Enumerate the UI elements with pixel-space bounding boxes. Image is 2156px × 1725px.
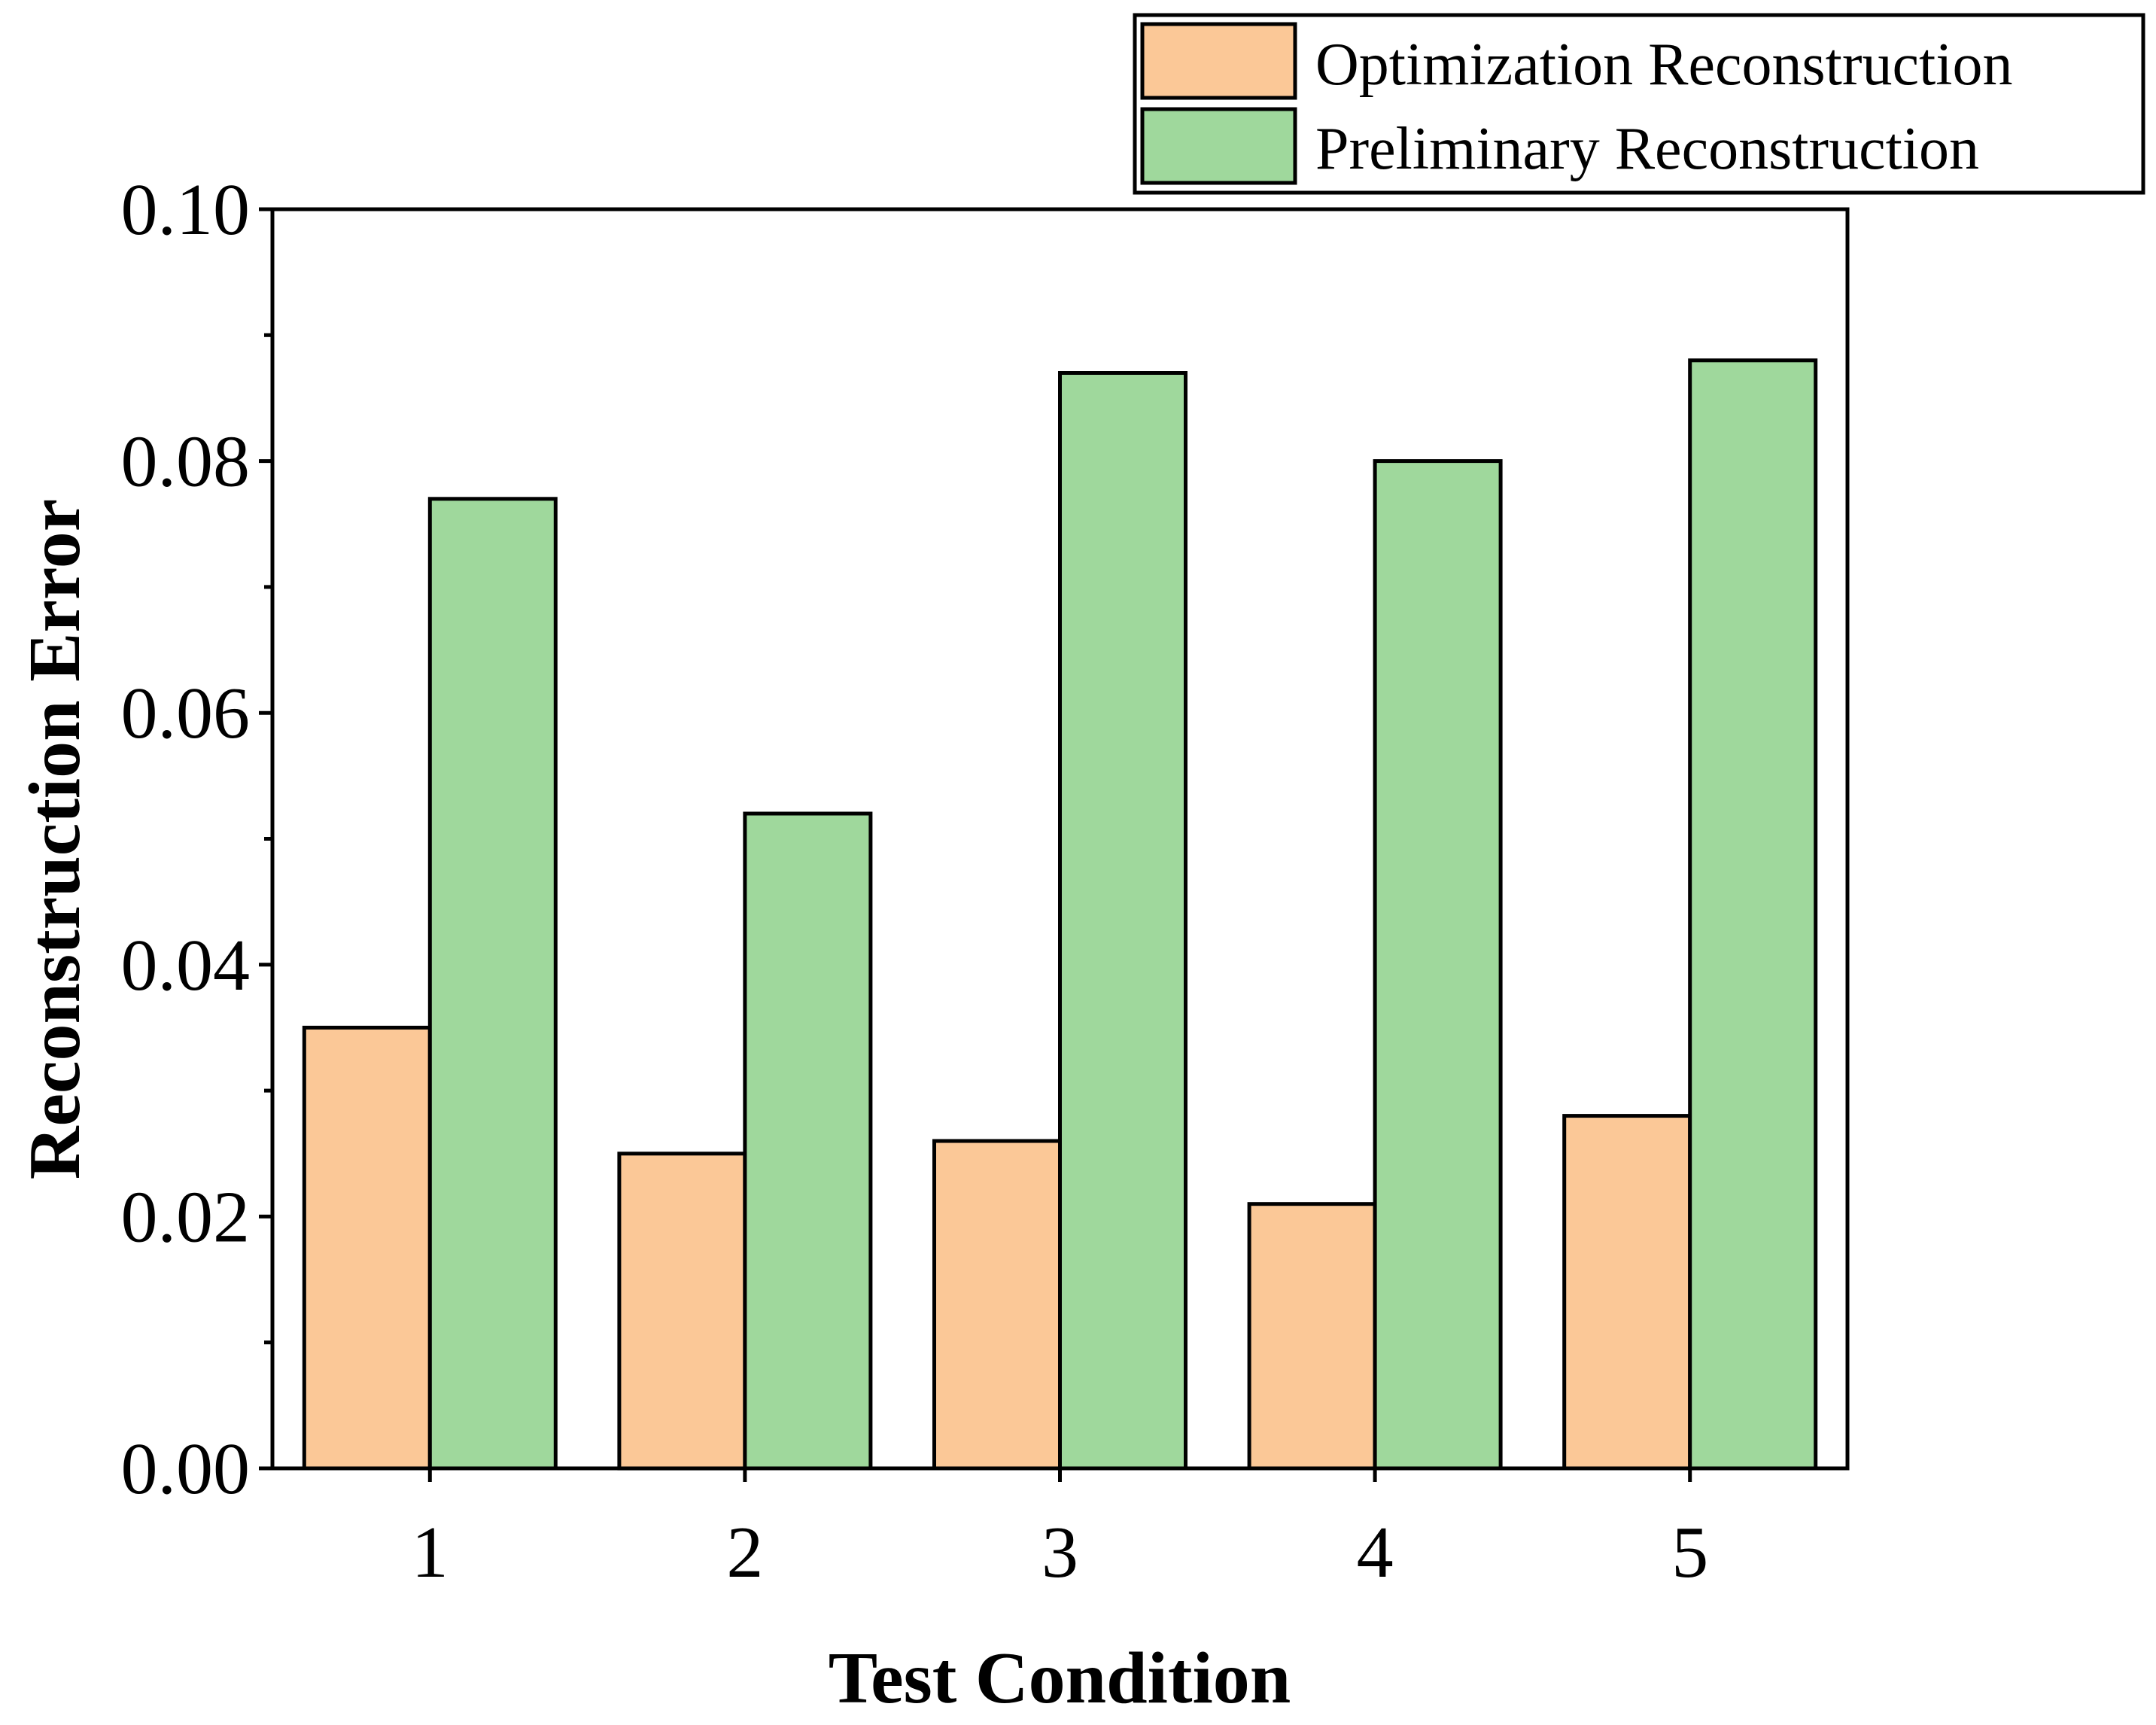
y-axis: 0.00 0.02 0.04 0.06 0.08 0.10 — [121, 169, 272, 1510]
legend: Optimization Reconstruction Preliminary … — [1133, 13, 2145, 195]
legend-swatch-preliminary — [1140, 107, 1297, 185]
x-tick-label: 5 — [1671, 1512, 1708, 1593]
y-tick-label: 0.02 — [121, 1176, 251, 1258]
legend-frame — [1133, 13, 2145, 195]
bar-preliminary-5 — [1688, 358, 1818, 1471]
bar-optimization-2 — [617, 1152, 747, 1471]
x-tick-label: 1 — [412, 1512, 449, 1593]
y-tick-label: 0.10 — [121, 169, 251, 251]
bar-preliminary-2 — [743, 811, 873, 1471]
bar-preliminary-3 — [1058, 371, 1187, 1471]
x-axis-title: Test Condition — [829, 1638, 1291, 1719]
x-tick-label: 4 — [1357, 1512, 1394, 1593]
bar-optimization-1 — [302, 1025, 432, 1471]
bar-optimization-4 — [1247, 1202, 1377, 1471]
y-tick-label: 0.00 — [121, 1428, 251, 1510]
x-axis: 1 2 3 4 5 — [412, 1468, 1708, 1593]
y-tick-label: 0.04 — [121, 925, 251, 1006]
x-tick-label: 2 — [726, 1512, 763, 1593]
legend-label-preliminary: Preliminary Reconstruction — [1315, 116, 1979, 182]
y-tick-label: 0.06 — [121, 673, 251, 754]
bar-preliminary-1 — [427, 497, 558, 1471]
legend-label-optimization: Optimization Reconstruction — [1315, 32, 2012, 98]
x-tick-label: 3 — [1042, 1512, 1078, 1593]
bar-optimization-3 — [932, 1139, 1062, 1471]
bar-optimization-5 — [1562, 1114, 1692, 1471]
bar-preliminary-4 — [1373, 459, 1503, 1471]
y-tick-label: 0.08 — [121, 421, 251, 503]
y-axis-title: Reconstruction Error — [14, 499, 96, 1180]
bars-layer — [302, 358, 1818, 1471]
legend-swatch-optimization — [1140, 22, 1297, 100]
